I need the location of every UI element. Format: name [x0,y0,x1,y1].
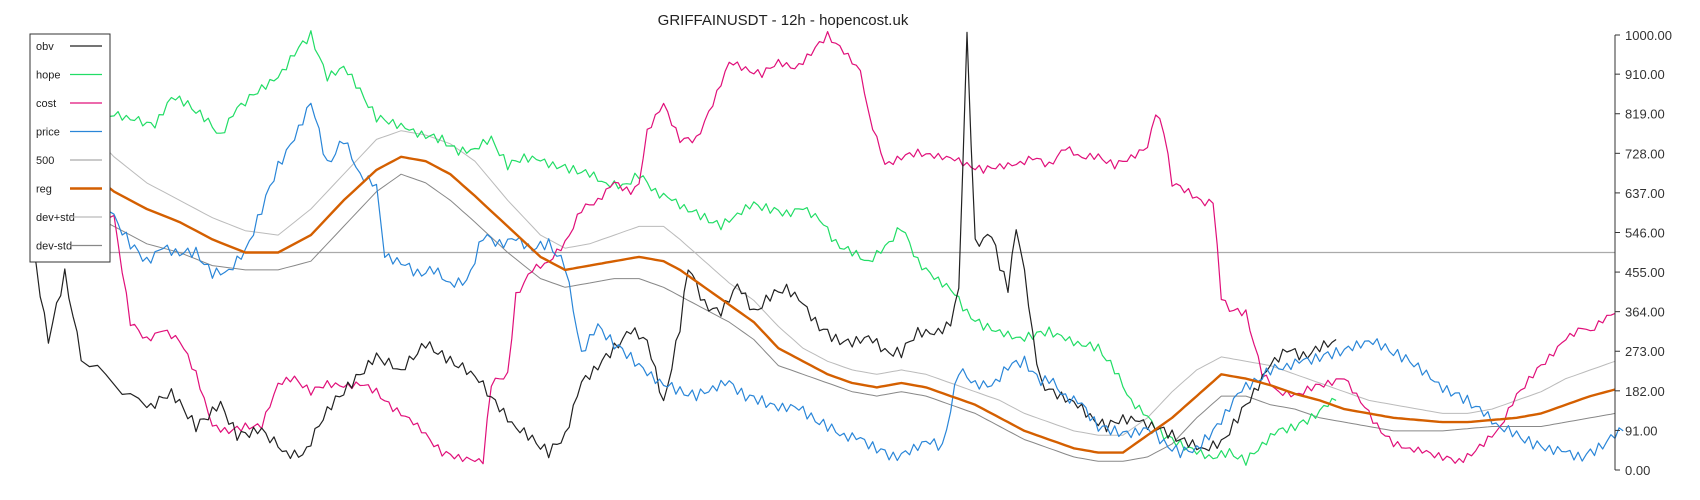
legend-label-cost: cost [36,98,56,110]
y-tick-label: 91.00 [1625,423,1658,438]
legend-label-obv: obv [36,41,54,53]
y-tick-label: 455.00 [1625,265,1665,280]
y-tick-label: 546.00 [1625,225,1665,240]
y-tick-label: 637.00 [1625,186,1665,201]
legend-label-500: 500 [36,155,54,167]
series-line-obv [31,31,1337,460]
legend-box [29,33,111,263]
series-line-dev+std [80,121,1616,436]
legend-label-dev+std: dev+std [36,212,75,224]
legend-label-dev-std: dev-std [36,241,72,253]
series-line-cost [31,31,1616,465]
series-layer [31,30,1624,466]
series-line-hope [31,30,1337,466]
y-tick-label: 0.00 [1625,463,1650,478]
y-tick-label: 819.00 [1625,107,1665,122]
y-tick-label: 1000.00 [1625,28,1672,43]
y-tick-label: 910.00 [1625,67,1665,82]
y-tick-label: 364.00 [1625,305,1665,320]
y-tick-label: 273.00 [1625,344,1665,359]
series-line-price [31,102,1624,462]
legend-label-hope: hope [36,70,60,82]
legend: obv hope cost price 500 reg dev+std dev-std [29,33,111,263]
chart-title: GRIFFAINUSDT - 12h - hopencost.uk [658,12,909,29]
legend-label-price: price [36,127,60,139]
series-line-dev-std [80,173,1616,462]
y-axis: 0.00 91.00 182.00 273.00 364.00 455.00 546.00 6… [1614,28,1672,478]
y-tick-label: 728.00 [1625,146,1665,161]
series-line-reg [80,155,1616,454]
y-tick-label: 182.00 [1625,384,1665,399]
legend-label-reg: reg [36,184,52,196]
